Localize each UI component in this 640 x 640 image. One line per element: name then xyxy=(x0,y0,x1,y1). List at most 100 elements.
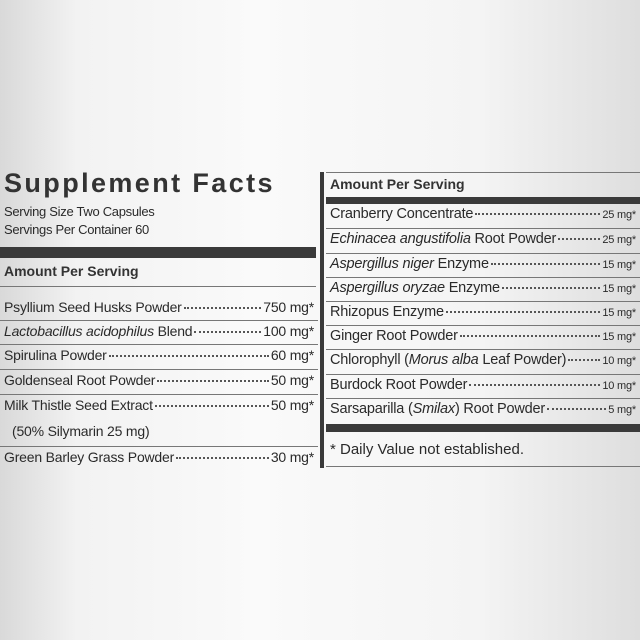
amount: 25 mg* xyxy=(602,234,636,246)
amount: 15 mg* xyxy=(602,331,636,343)
ingredient-name: Ginger Root Powder xyxy=(330,328,458,344)
name-part: Morus alba xyxy=(408,352,479,368)
ingredient-name: Psyllium Seed Husks Powder xyxy=(4,299,182,315)
name-part: Sarsaparilla ( xyxy=(330,401,413,417)
ingredient-row: Rhizopus Enzyme 15 mg* xyxy=(330,304,636,320)
rule xyxy=(326,325,640,326)
rule xyxy=(326,466,640,467)
name-part: Blend xyxy=(153,323,193,339)
name-part: Enzyme xyxy=(444,280,500,296)
ingredient-row: Green Barley Grass Powder 30 mg* xyxy=(4,449,314,465)
ingredient-name: Burdock Root Powder xyxy=(330,377,467,393)
ingredient-name: Milk Thistle Seed Extract xyxy=(4,397,153,413)
dot-leader xyxy=(108,355,269,357)
name-part: Cranberry Concentrate xyxy=(330,206,474,222)
rule xyxy=(326,253,640,254)
amount: 10 mg* xyxy=(602,380,636,392)
ingredient-name: Green Barley Grass Powder xyxy=(4,449,174,465)
ingredient-name: Spirulina Powder xyxy=(4,347,107,363)
amount: 15 mg* xyxy=(602,259,636,271)
name-part: Lactobacillus acidophilus xyxy=(4,323,154,339)
amount-header: Amount Per Serving xyxy=(4,263,139,279)
ingredient-row: Ginger Root Powder 15 mg* xyxy=(330,328,636,344)
name-part: Rhizopus Enzyme xyxy=(330,304,444,320)
ingredient-row: Burdock Root Powder 10 mg* xyxy=(330,377,636,393)
dot-leader xyxy=(445,311,601,313)
ingredient-name: Goldenseal Root Powder xyxy=(4,372,155,388)
dot-leader xyxy=(501,287,601,289)
dot-leader xyxy=(568,359,601,361)
amount: 50 mg* xyxy=(270,397,314,413)
amount: 5 mg* xyxy=(608,404,636,416)
name-part: Ginger Root Powder xyxy=(330,328,458,344)
rule xyxy=(326,277,640,278)
ingredient-row: Spirulina Powder 60 mg* xyxy=(4,347,314,363)
rule xyxy=(0,344,318,345)
ingredient-name: Aspergillus oryzae Enzyme xyxy=(330,280,500,296)
ingredient-name: Lactobacillus acidophilus Blend xyxy=(4,323,193,339)
ingredient-name: Aspergillus niger Enzyme xyxy=(330,256,489,272)
amount: 100 mg* xyxy=(263,323,314,339)
ingredient-name: Chlorophyll (Morus alba Leaf Powder) xyxy=(330,352,566,368)
ingredient-name: Cranberry Concentrate xyxy=(330,206,473,222)
footnote: * Daily Value not established. xyxy=(330,441,525,458)
dot-leader xyxy=(459,335,601,337)
ingredient-name: Rhizopus Enzyme xyxy=(330,304,444,320)
name-part: Milk Thistle Seed Extract xyxy=(4,397,153,413)
dot-leader xyxy=(547,408,607,410)
rule xyxy=(326,424,640,432)
amount: 50 mg* xyxy=(270,372,314,388)
name-part: Psyllium Seed Husks Powder xyxy=(4,299,182,315)
name-part: ) Root Powder xyxy=(454,401,546,417)
name-part: Goldenseal Root Powder xyxy=(4,372,156,388)
rule xyxy=(326,301,640,302)
amount: 750 mg* xyxy=(263,299,314,315)
ingredient-row: Chlorophyll (Morus alba Leaf Powder) 10 m… xyxy=(330,352,636,368)
amount-header: Amount Per Serving xyxy=(330,176,465,192)
ingredient-row: Aspergillus oryzae Enzyme 15 mg* xyxy=(330,280,636,296)
amount: 25 mg* xyxy=(602,209,636,221)
amount: 15 mg* xyxy=(602,307,636,319)
rule xyxy=(326,172,640,173)
ingredient-row: Echinacea angustifolia Root Powder 25 mg* xyxy=(330,231,636,247)
name-part: Aspergillus niger xyxy=(330,256,434,272)
rule xyxy=(0,247,316,258)
rule xyxy=(0,446,318,447)
ingredient-row: Goldenseal Root Powder 50 mg* xyxy=(4,372,314,388)
dot-leader xyxy=(154,405,269,407)
name-part: Green Barley Grass Powder xyxy=(4,449,175,465)
name-part: Enzyme xyxy=(433,256,489,272)
name-part: Smilax xyxy=(412,401,456,417)
ingredient-name: Echinacea angustifolia Root Powder xyxy=(330,231,556,247)
ingredient-row: Sarsaparilla (Smilax) Root Powder 5 mg* xyxy=(330,401,636,417)
ingredient-row: Psyllium Seed Husks Powder 750 mg* xyxy=(4,299,314,315)
name-part: Aspergillus oryzae xyxy=(330,280,445,296)
rule xyxy=(0,320,318,321)
name-part: Burdock Root Powder xyxy=(330,377,468,393)
name-part: Leaf Powder) xyxy=(478,352,567,368)
ingredient-row: Cranberry Concentrate 25 mg* xyxy=(330,206,636,222)
name-part: Spirulina Powder xyxy=(4,347,107,363)
ingredient-detail: (50% Silymarin 25 mg) xyxy=(12,423,150,439)
dot-leader xyxy=(157,380,269,382)
rule xyxy=(326,398,640,399)
rule xyxy=(326,349,640,350)
ingredient-row: Milk Thistle Seed Extract 50 mg* xyxy=(4,397,314,413)
name-part: Echinacea angustifolia xyxy=(330,231,471,247)
amount: 60 mg* xyxy=(270,347,314,363)
amount: 10 mg* xyxy=(602,355,636,367)
dot-leader xyxy=(558,238,601,240)
dot-leader xyxy=(475,213,601,215)
name-part: Root Powder xyxy=(470,231,557,247)
rule xyxy=(326,228,640,229)
ingredient-row: Lactobacillus acidophilus Blend 100 mg* xyxy=(4,323,314,339)
ingredient-name: Sarsaparilla (Smilax) Root Powder xyxy=(330,401,545,417)
ingredient-row: Aspergillus niger Enzyme 15 mg* xyxy=(330,256,636,272)
rule xyxy=(326,374,640,375)
dot-leader xyxy=(490,263,601,265)
rule xyxy=(326,197,640,204)
rule xyxy=(0,394,318,395)
dot-leader xyxy=(469,384,601,386)
amount: 15 mg* xyxy=(602,283,636,295)
